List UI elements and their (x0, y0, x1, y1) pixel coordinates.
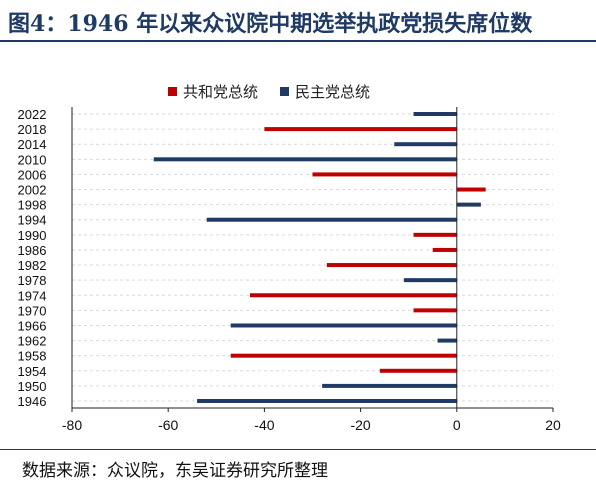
y-tick-label-2002: 2002 (18, 183, 47, 198)
bar-democrat-1966 (230, 323, 457, 328)
y-tick-label-1986: 1986 (18, 243, 47, 258)
x-tick-label--80: -80 (62, 417, 82, 433)
bar-democrat-1998 (456, 202, 481, 207)
legend-item-democrat: 民主党总统 (280, 81, 370, 102)
y-tick-label-1994: 1994 (18, 213, 47, 228)
title-rule (0, 40, 596, 42)
bar-democrat-2014 (394, 142, 457, 147)
legend-item-republican: 共和党总统 (168, 81, 258, 102)
bar-democrat-1978 (403, 278, 457, 283)
y-tick-label-1954: 1954 (18, 364, 47, 379)
legend-label-democrat: 民主党总统 (295, 82, 371, 101)
y-tick-label-1974: 1974 (18, 288, 47, 303)
y-tick-label-1946: 1946 (18, 394, 47, 409)
x-tick-label-20: 20 (545, 417, 561, 433)
y-tick-label-1970: 1970 (18, 303, 47, 318)
y-tick-label-1990: 1990 (18, 228, 47, 243)
x-tick-label--60: -60 (158, 417, 178, 433)
y-tick-label-1982: 1982 (18, 258, 47, 273)
y-tick-label-1950: 1950 (18, 379, 47, 394)
bar-republican-2018 (264, 127, 457, 132)
y-tick-label-1978: 1978 (18, 273, 47, 288)
y-tick-label-1958: 1958 (18, 349, 47, 364)
y-tick-label-2010: 2010 (18, 152, 47, 167)
bar-chart: 2022201820142010200620021998199419901986… (18, 107, 561, 433)
bar-republican-2006 (312, 172, 457, 177)
y-tick-label-2006: 2006 (18, 167, 47, 182)
bar-republican-2002 (456, 187, 486, 192)
figure-header: 图4：1946 年以来众议院中期选举执政党损失席位数 (0, 0, 596, 42)
y-tick-label-1966: 1966 (18, 318, 47, 333)
y-tick-label-2022: 2022 (18, 107, 47, 122)
y-tick-label-1998: 1998 (18, 198, 47, 213)
y-tick-label-1962: 1962 (18, 334, 47, 349)
bar-democrat-2022 (413, 112, 457, 116)
bar-republican-1974 (249, 293, 457, 298)
bar-democrat-1962 (437, 338, 457, 343)
legend-swatch-democrat (280, 86, 290, 96)
bar-democrat-2010 (153, 157, 457, 162)
chart-legend: 共和党总统 民主党总统 (168, 80, 370, 102)
bar-democrat-1946 (197, 399, 457, 403)
y-tick-label-2014: 2014 (18, 137, 47, 152)
bar-republican-1958 (230, 353, 457, 358)
x-tick-label--40: -40 (254, 417, 274, 433)
footer-rule (0, 449, 596, 450)
x-tick-label--20: -20 (350, 417, 370, 433)
legend-swatch-republican (168, 86, 177, 96)
bar-republican-1970 (413, 308, 457, 313)
bar-republican-1982 (326, 263, 457, 268)
bar-republican-1954 (379, 368, 457, 373)
bar-republican-1990 (413, 232, 457, 237)
source-note: 数据来源：众议院，东吴证券研究所整理 (22, 461, 328, 481)
bar-democrat-1950 (322, 383, 457, 388)
figure-title: 图4：1946 年以来众议院中期选举执政党损失席位数 (8, 11, 533, 37)
x-tick-label-0: 0 (453, 417, 461, 433)
legend-label-republican: 共和党总统 (183, 82, 259, 101)
y-tick-label-2018: 2018 (18, 122, 47, 137)
bar-democrat-1994 (206, 217, 457, 222)
bar-republican-1986 (432, 247, 457, 252)
